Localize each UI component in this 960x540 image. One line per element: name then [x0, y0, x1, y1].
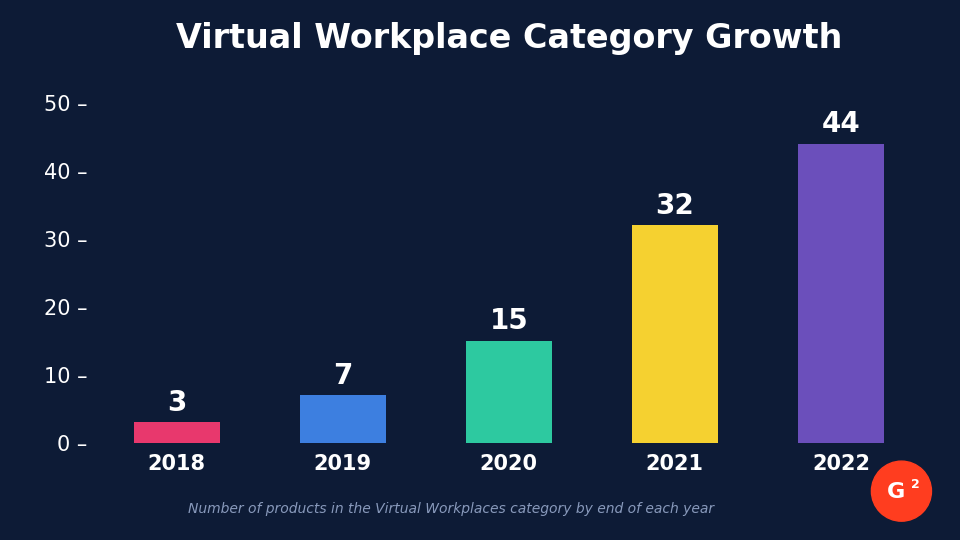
- Text: 2: 2: [911, 478, 921, 491]
- Bar: [133, 422, 220, 443]
- Text: G: G: [887, 482, 905, 502]
- Circle shape: [872, 461, 931, 521]
- Text: 7: 7: [333, 362, 352, 390]
- Bar: [798, 144, 884, 443]
- Text: 32: 32: [656, 192, 694, 220]
- Text: 44: 44: [822, 110, 860, 138]
- Text: 3: 3: [167, 389, 186, 417]
- Bar: [466, 341, 552, 443]
- Title: Virtual Workplace Category Growth: Virtual Workplace Category Growth: [176, 22, 842, 55]
- Text: Number of products in the Virtual Workplaces category by end of each year: Number of products in the Virtual Workpl…: [188, 502, 714, 516]
- Text: 15: 15: [490, 307, 528, 335]
- Bar: [632, 225, 718, 443]
- Bar: [300, 395, 386, 443]
